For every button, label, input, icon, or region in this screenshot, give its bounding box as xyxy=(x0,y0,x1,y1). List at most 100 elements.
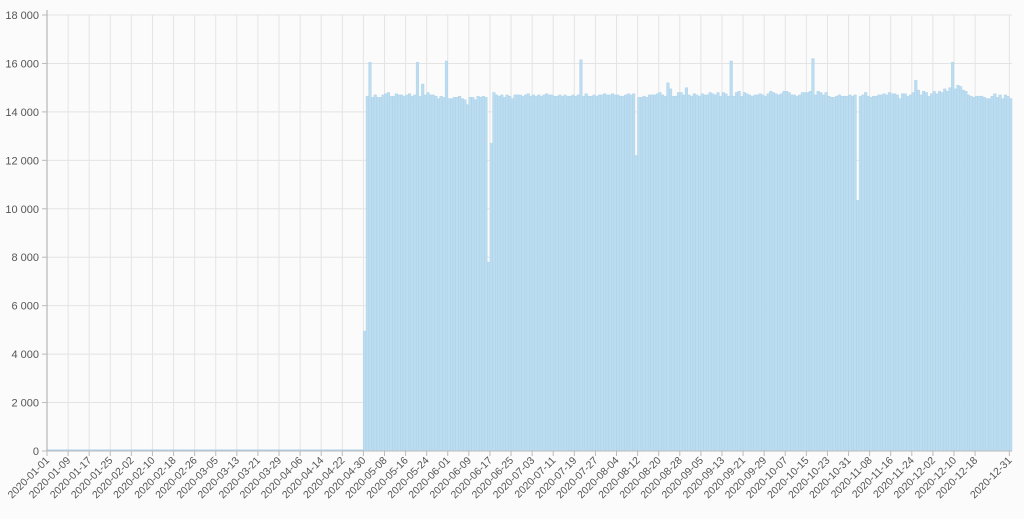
bar xyxy=(906,95,910,452)
bar xyxy=(408,93,412,452)
bar xyxy=(184,449,187,451)
bar xyxy=(930,93,934,452)
bar xyxy=(924,92,928,452)
bar xyxy=(856,200,860,452)
y-tick-label: 14 000 xyxy=(5,107,39,119)
bar xyxy=(268,449,272,451)
bar xyxy=(54,449,58,451)
bar xyxy=(81,449,84,451)
bar xyxy=(608,94,612,452)
bar xyxy=(426,92,430,452)
bar xyxy=(221,449,224,451)
bar xyxy=(78,449,82,451)
y-tick-label: 12 000 xyxy=(5,155,39,167)
bar xyxy=(323,449,327,451)
bar xyxy=(589,95,593,452)
bar xyxy=(874,95,878,452)
bar xyxy=(97,449,100,451)
bar xyxy=(1001,98,1005,452)
bar xyxy=(911,92,915,452)
bar xyxy=(969,95,973,452)
bar xyxy=(305,449,309,451)
bar xyxy=(621,95,625,452)
bar xyxy=(176,449,179,451)
bar xyxy=(297,449,301,451)
bar xyxy=(120,449,124,451)
bar xyxy=(869,97,873,452)
bar xyxy=(972,97,976,452)
bar xyxy=(437,98,441,452)
axes xyxy=(46,10,1012,452)
y-tick-label: 18 000 xyxy=(5,10,39,22)
bar xyxy=(908,94,913,452)
bar xyxy=(893,93,897,452)
bar xyxy=(721,92,725,452)
bar xyxy=(415,62,419,452)
bar xyxy=(832,97,836,452)
bar xyxy=(845,95,849,452)
bar xyxy=(872,95,876,452)
bar xyxy=(600,94,604,452)
bar xyxy=(131,449,135,451)
bar xyxy=(484,97,488,452)
bar xyxy=(68,449,71,451)
bar xyxy=(431,94,435,452)
bar xyxy=(70,449,74,451)
bar xyxy=(60,449,63,451)
bar xyxy=(545,93,549,452)
bar xyxy=(350,449,353,451)
bar xyxy=(785,91,789,452)
bar xyxy=(128,449,132,451)
bar xyxy=(713,94,717,452)
bar xyxy=(769,91,773,452)
bar xyxy=(439,95,443,452)
bar xyxy=(308,449,311,451)
bar xyxy=(890,93,894,452)
bar xyxy=(149,449,153,451)
bar xyxy=(568,95,572,452)
bar xyxy=(629,94,633,452)
bar xyxy=(692,93,696,452)
bar xyxy=(835,95,839,452)
bar xyxy=(571,94,575,452)
bar xyxy=(155,449,158,451)
y-tick-label: 0 xyxy=(33,446,39,458)
bar xyxy=(452,97,456,452)
bar xyxy=(105,449,108,451)
bar xyxy=(584,93,588,452)
bar xyxy=(199,449,203,451)
bar xyxy=(787,92,791,452)
bar xyxy=(373,94,377,452)
bar xyxy=(885,94,889,452)
bar xyxy=(980,95,984,452)
bar xyxy=(1009,98,1013,452)
bar xyxy=(951,62,955,452)
bar xyxy=(257,449,261,451)
bar xyxy=(429,94,433,452)
bar xyxy=(676,92,680,452)
bar xyxy=(207,449,211,451)
bar xyxy=(993,93,997,452)
bar xyxy=(582,95,586,452)
bar xyxy=(389,95,393,452)
bar xyxy=(526,93,530,452)
bar xyxy=(223,449,227,451)
bar xyxy=(331,449,335,451)
bar xyxy=(961,89,965,452)
bar xyxy=(966,94,971,452)
bar xyxy=(703,94,707,452)
bar xyxy=(750,95,754,452)
bar xyxy=(400,94,404,452)
bar xyxy=(473,99,477,452)
bar xyxy=(481,95,485,452)
bar xyxy=(647,94,651,452)
bar xyxy=(134,449,137,451)
bar xyxy=(537,94,541,452)
bar xyxy=(814,94,818,452)
bar xyxy=(360,449,364,451)
bar xyxy=(313,449,316,451)
bar xyxy=(858,95,862,452)
bar xyxy=(52,449,55,451)
bar xyxy=(539,95,543,452)
